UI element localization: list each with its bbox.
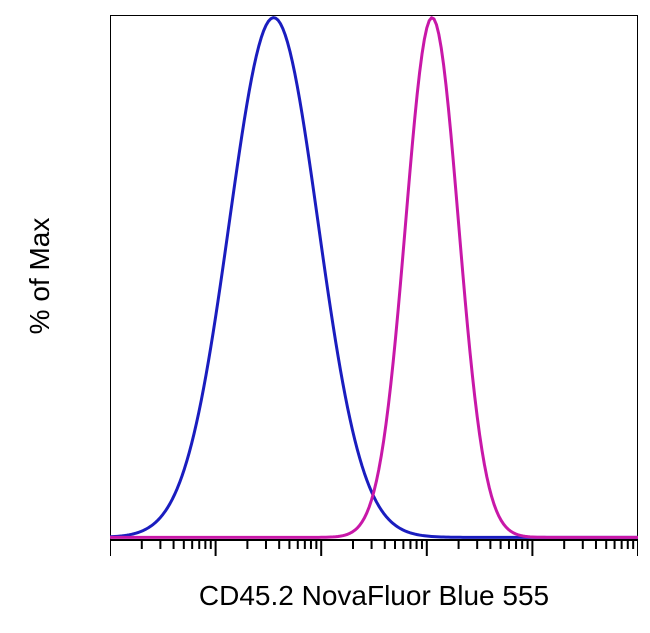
plot-area bbox=[110, 15, 638, 560]
x-axis-label: CD45.2 NovaFluor Blue 555 bbox=[110, 580, 638, 612]
figure-root: % of Max CD45.2 NovaFluor Blue 555 bbox=[0, 0, 650, 633]
y-axis-label: % of Max bbox=[24, 176, 56, 376]
